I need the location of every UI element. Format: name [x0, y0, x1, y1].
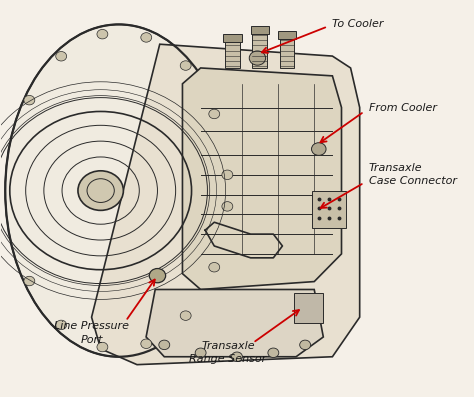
Bar: [223, 33, 242, 42]
Bar: [251, 26, 269, 34]
Circle shape: [141, 33, 152, 42]
Circle shape: [209, 262, 220, 272]
Text: From Cooler: From Cooler: [369, 102, 437, 112]
Circle shape: [311, 143, 326, 155]
Circle shape: [209, 109, 220, 119]
Polygon shape: [146, 289, 323, 357]
Circle shape: [249, 51, 265, 65]
Bar: [294, 293, 323, 323]
Circle shape: [195, 348, 206, 358]
Polygon shape: [182, 68, 341, 289]
Circle shape: [149, 268, 165, 283]
Circle shape: [180, 61, 191, 70]
Circle shape: [268, 348, 279, 358]
Bar: [253, 34, 267, 68]
Circle shape: [222, 170, 233, 179]
Circle shape: [159, 340, 170, 350]
Circle shape: [97, 342, 108, 352]
Circle shape: [231, 352, 242, 362]
Text: Transaxle
Range Sensor: Transaxle Range Sensor: [189, 341, 266, 364]
Bar: [312, 191, 346, 228]
Circle shape: [97, 29, 108, 39]
Circle shape: [78, 171, 123, 210]
Circle shape: [24, 95, 35, 105]
Text: Line Pressure
Port: Line Pressure Port: [54, 322, 129, 345]
Text: Transaxle
Case Connector: Transaxle Case Connector: [369, 163, 457, 186]
Circle shape: [300, 340, 310, 350]
Polygon shape: [91, 44, 360, 365]
Bar: [278, 31, 296, 39]
Circle shape: [24, 276, 35, 286]
Circle shape: [56, 52, 67, 61]
Bar: [225, 42, 240, 68]
Circle shape: [222, 202, 233, 211]
Ellipse shape: [5, 25, 232, 357]
Circle shape: [141, 339, 152, 349]
Circle shape: [180, 311, 191, 320]
Text: To Cooler: To Cooler: [332, 19, 384, 29]
Bar: [280, 39, 294, 68]
Circle shape: [56, 320, 67, 330]
